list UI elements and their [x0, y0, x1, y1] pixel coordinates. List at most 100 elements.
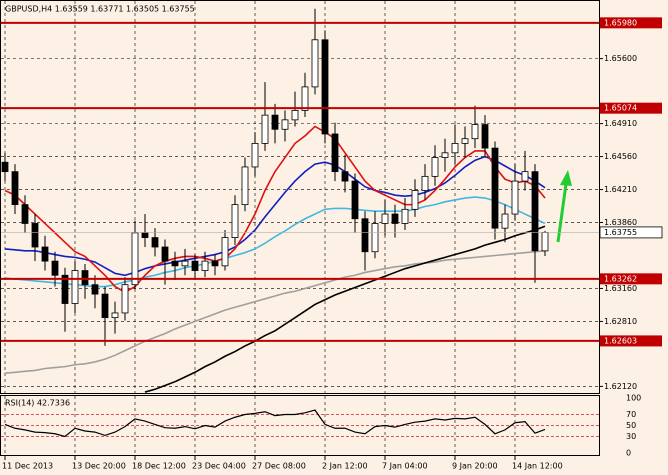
candle-body — [521, 171, 529, 182]
x-tick-label: 2 Jan 12:00 — [322, 462, 368, 471]
y-tick-label: 1.63860 — [604, 218, 637, 227]
level-tag — [600, 17, 662, 29]
candle-body — [181, 260, 189, 267]
candle-body — [51, 260, 59, 276]
candle-body — [461, 138, 469, 144]
candle-body — [171, 260, 179, 267]
level-label: 1.63262 — [604, 274, 637, 283]
candle-body — [371, 223, 379, 253]
rsi-frame — [0, 395, 600, 456]
candle-body — [281, 119, 289, 130]
level-label: 1.65074 — [604, 104, 637, 113]
candle-body — [261, 114, 269, 144]
candle-body — [61, 274, 69, 304]
candle-body — [301, 86, 309, 111]
chart-title: GBPUSD,H4 1.63559 1.63771 1.63505 1.6375… — [5, 5, 195, 14]
candle-body — [431, 157, 439, 177]
y-tick-label: 1.62810 — [604, 317, 637, 326]
moving-average — [4, 155, 546, 277]
candle-body — [21, 204, 29, 224]
candle-body — [231, 204, 239, 238]
candle-body — [471, 124, 479, 140]
rsi-tick-label: 0 — [626, 449, 631, 458]
x-tick-label: 23 Dec 04:00 — [192, 462, 246, 471]
price-label: 1.63755 — [604, 228, 637, 237]
rsi-tick-label: 70 — [626, 410, 636, 419]
rsi-tick-label: 50 — [626, 421, 636, 430]
candle-body — [251, 142, 259, 168]
candle-body — [361, 218, 369, 253]
candle-body — [71, 270, 79, 304]
main-frame — [0, 0, 600, 394]
candle-body — [141, 232, 149, 238]
candle-body — [511, 180, 519, 215]
rsi-label: RSI(14) 42.7336 — [5, 399, 70, 408]
candle-body — [351, 180, 359, 220]
candle-body — [151, 237, 159, 248]
candle-body — [201, 260, 209, 271]
candle-body — [341, 171, 349, 182]
grid — [1, 1, 599, 455]
candle-body — [381, 213, 389, 224]
candle-body — [111, 312, 119, 319]
candle-body — [31, 223, 39, 248]
candle-body — [161, 246, 169, 262]
candle-body — [421, 175, 429, 191]
rsi-tick-label: 30 — [626, 432, 636, 441]
x-tick-label: 27 Dec 08:00 — [252, 462, 306, 471]
level-tag — [600, 335, 662, 347]
x-tick-label: 9 Jan 20:00 — [452, 462, 498, 471]
candle-body — [11, 171, 19, 206]
candle-body — [211, 260, 219, 267]
candle-body — [541, 232, 549, 252]
candle-body — [121, 284, 129, 314]
price-tag — [599, 226, 663, 239]
y-tick-label: 1.63160 — [604, 284, 637, 293]
y-tick-label: 1.62120 — [604, 382, 637, 391]
candle-body — [451, 142, 459, 154]
candle-body — [1, 161, 9, 173]
candle-body — [271, 114, 279, 130]
x-tick-label: 11 Dec 2013 — [2, 462, 53, 471]
rsi-tick-label: 100 — [626, 394, 641, 403]
moving-average — [4, 249, 546, 375]
plot — [1, 8, 549, 393]
y-tick-label: 1.64560 — [604, 152, 637, 161]
candle-body — [41, 246, 49, 262]
y-tick-label: 1.64210 — [604, 185, 637, 194]
candle-body — [491, 147, 499, 229]
candle-body — [101, 293, 109, 319]
level-label: 1.65980 — [604, 18, 637, 27]
candle-body — [501, 213, 509, 229]
candle-body — [411, 190, 419, 210]
x-tick-label: 7 Jan 04:00 — [382, 462, 428, 471]
x-tick-label: 14 Jan 12:00 — [512, 462, 563, 471]
candle-body — [531, 171, 539, 252]
candle-body — [481, 124, 489, 149]
moving-average — [4, 125, 546, 294]
moving-average — [144, 225, 546, 393]
level-tag — [600, 102, 662, 114]
candle-body — [391, 213, 399, 224]
candle-body — [191, 260, 199, 271]
candle-body — [221, 237, 229, 267]
rsi-line — [4, 409, 546, 438]
candle-body — [291, 110, 299, 121]
level-tag — [600, 273, 662, 285]
candle-body — [241, 166, 249, 206]
x-tick-label: 18 Dec 12:00 — [132, 462, 186, 471]
candle-body — [131, 232, 139, 286]
candle-body — [331, 133, 339, 173]
candle-body — [321, 39, 329, 135]
candle-body — [81, 270, 89, 286]
x-tick-label: 13 Dec 20:00 — [72, 462, 126, 471]
arrow-head — [560, 170, 572, 186]
candle-body — [441, 152, 449, 158]
candle-body — [311, 39, 319, 88]
candle-body — [401, 208, 409, 224]
y-tick-label: 1.65600 — [604, 54, 637, 63]
y-tick-label: 1.64910 — [604, 119, 637, 128]
level-label: 1.62603 — [604, 336, 637, 345]
